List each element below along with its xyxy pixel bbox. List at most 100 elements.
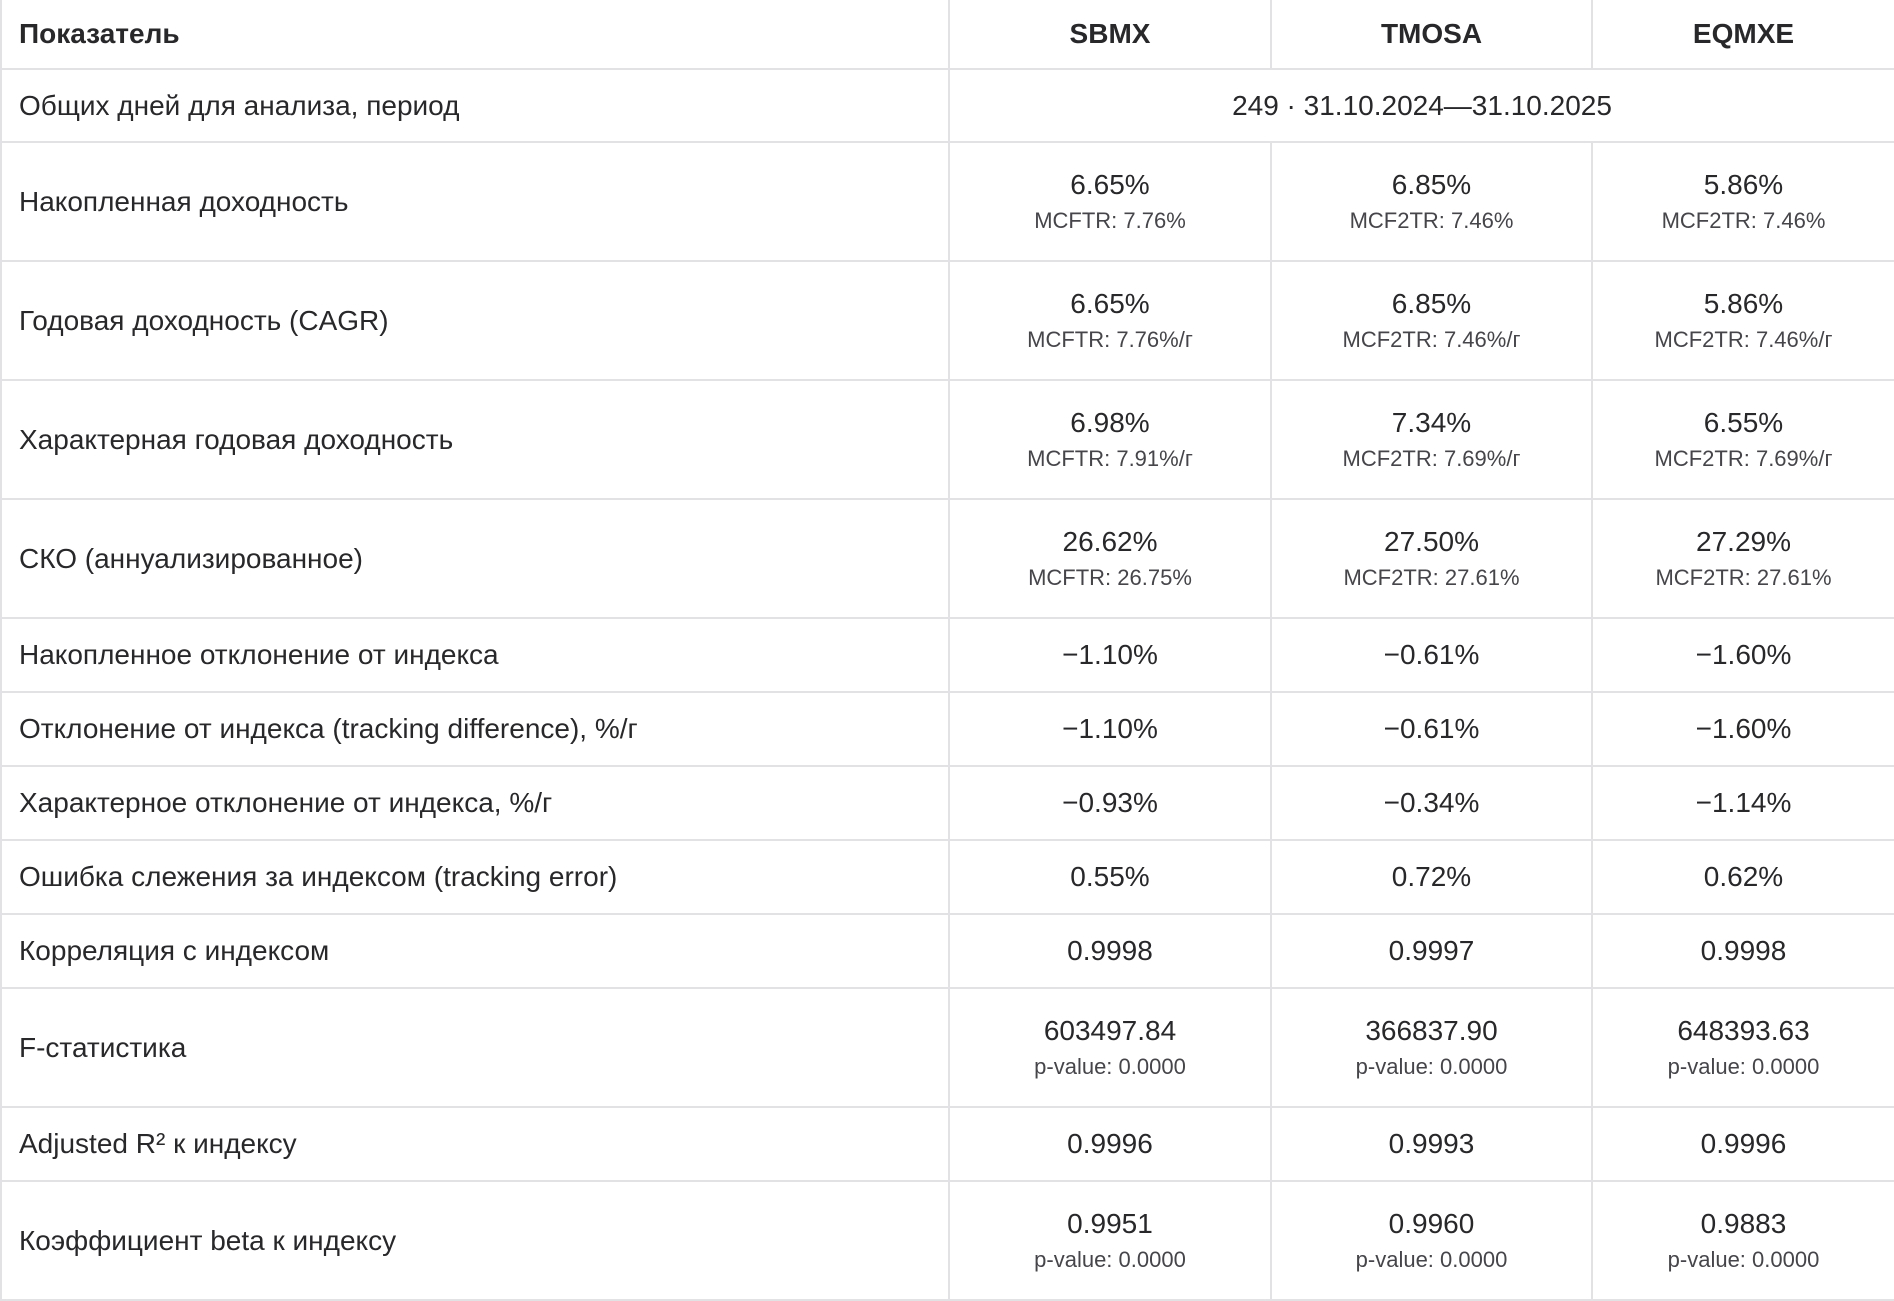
value-cell: 0.9996 (1591, 1106, 1894, 1182)
value-cell: 6.85% MCF2TR: 7.46%/г (1270, 260, 1593, 381)
value-cell: 0.9998 (948, 913, 1272, 989)
sub-value: MCF2TR: 7.69%/г (1342, 445, 1521, 471)
table-row: Adjusted R² к индексу 0.9996 0.9993 0.9996 (0, 1106, 1894, 1182)
main-value: −1.60% (1695, 639, 1792, 670)
table-row: Характерная годовая доходность 6.98% MCFTR… (0, 379, 1894, 500)
main-value: 6.65% (1070, 168, 1150, 200)
sub-value: p-value: 0.0000 (1355, 1053, 1508, 1079)
metric-label: Adjusted R² к индексу (0, 1106, 950, 1182)
sub-value: MCFTR: 7.76% (1034, 207, 1186, 233)
value-cell: 7.34% MCF2TR: 7.69%/г (1270, 379, 1593, 500)
sub-value: p-value: 0.0000 (1034, 1246, 1186, 1272)
period-row: Общих дней для анализа, период 249 · 31.… (0, 68, 1894, 143)
main-value: 0.9996 (1067, 1128, 1153, 1159)
metric-label: СКО (аннуализированное) (0, 498, 950, 619)
value-cell: −0.34% (1270, 765, 1593, 841)
metric-label: Накопленное отклонение от индекса (0, 617, 950, 693)
value-cell: −1.60% (1591, 617, 1894, 693)
sub-value: MCF2TR: 27.61% (1655, 564, 1832, 590)
metric-label: Ошибка слежения за индексом (tracking er… (0, 839, 950, 915)
value-cell: 0.55% (948, 839, 1272, 915)
main-value: 0.9997 (1388, 935, 1475, 966)
sub-value: p-value: 0.0000 (1667, 1246, 1820, 1272)
table-head: Показатель SBMX TMOSA EQMXE (0, 0, 1894, 70)
table-row: СКО (аннуализированное) 26.62% MCFTR: 26.7… (0, 498, 1894, 619)
main-value: 6.85% (1391, 168, 1472, 200)
value-cell: 6.98% MCFTR: 7.91%/г (948, 379, 1272, 500)
metric-label: Годовая доходность (CAGR) (0, 260, 950, 381)
value-cell: 603497.84 p-value: 0.0000 (948, 987, 1272, 1108)
value-cell: 5.86% MCF2TR: 7.46%/г (1591, 260, 1894, 381)
sub-value: MCFTR: 7.91%/г (1027, 445, 1193, 471)
metric-label: Корреляция с индексом (0, 913, 950, 989)
table-row: Корреляция с индексом 0.9998 0.9997 0.9998 (0, 913, 1894, 989)
main-value: 603497.84 (1043, 1014, 1177, 1046)
sub-value: p-value: 0.0000 (1034, 1053, 1186, 1079)
sub-value: MCFTR: 26.75% (1028, 564, 1192, 590)
value-cell: 0.9998 (1591, 913, 1894, 989)
main-value: 0.9960 (1388, 1207, 1475, 1239)
value-cell: 6.65% MCFTR: 7.76% (948, 141, 1272, 262)
table-row: Характерное отклонение от индекса, %/г −0… (0, 765, 1894, 841)
sub-value: MCF2TR: 7.46% (1349, 207, 1514, 233)
metric-label: Общих дней для анализа, период (0, 68, 950, 143)
main-value: 0.9883 (1700, 1207, 1787, 1239)
header-col-sbmx: SBMX (948, 0, 1272, 70)
sub-value: p-value: 0.0000 (1667, 1053, 1820, 1079)
main-value: 5.86% (1703, 287, 1784, 319)
main-value: 6.55% (1703, 406, 1784, 438)
main-value: −1.60% (1695, 713, 1792, 744)
sub-value: MCF2TR: 7.46%/г (1342, 326, 1521, 352)
table-row: Коэффициент beta к индексу 0.9951 p-value:… (0, 1180, 1894, 1301)
value-cell: −0.93% (948, 765, 1272, 841)
main-value: −1.14% (1695, 787, 1792, 818)
value-cell: 648393.63 p-value: 0.0000 (1591, 987, 1894, 1108)
value-cell: 6.65% MCFTR: 7.76%/г (948, 260, 1272, 381)
sub-value: MCFTR: 7.76%/г (1027, 326, 1193, 352)
value-cell: 0.9997 (1270, 913, 1593, 989)
sub-value: p-value: 0.0000 (1355, 1246, 1508, 1272)
header-col-tmosa: TMOSA (1270, 0, 1593, 70)
main-value: 0.9996 (1700, 1128, 1787, 1159)
main-value: 7.34% (1391, 406, 1472, 438)
metric-label: Характерное отклонение от индекса, %/г (0, 765, 950, 841)
metric-label: Характерная годовая доходность (0, 379, 950, 500)
sub-value: MCF2TR: 7.69%/г (1654, 445, 1833, 471)
table-row: F-статистика 603497.84 p-value: 0.0000 3668… (0, 987, 1894, 1108)
value-cell: 0.9996 (948, 1106, 1272, 1182)
header-col-eqmxe: EQMXE (1591, 0, 1894, 70)
value-cell: 366837.90 p-value: 0.0000 (1270, 987, 1593, 1108)
value-cell: 0.62% (1591, 839, 1894, 915)
header-metric: Показатель (0, 0, 950, 70)
main-value: 0.62% (1703, 861, 1784, 892)
value-cell: 6.55% MCF2TR: 7.69%/г (1591, 379, 1894, 500)
sub-value: MCF2TR: 7.46% (1661, 207, 1826, 233)
main-value: 0.9998 (1700, 935, 1787, 966)
main-value: 6.98% (1070, 406, 1150, 438)
period-value: 249 · 31.10.2024—31.10.2025 (948, 68, 1894, 143)
sub-value: MCF2TR: 27.61% (1343, 564, 1520, 590)
value-cell: −0.61% (1270, 691, 1593, 767)
metric-label: Накопленная доходность (0, 141, 950, 262)
value-cell: 27.29% MCF2TR: 27.61% (1591, 498, 1894, 619)
value-cell: −1.10% (948, 691, 1272, 767)
value-cell: 0.9883 p-value: 0.0000 (1591, 1180, 1894, 1301)
main-value: 0.9951 (1067, 1207, 1153, 1239)
metric-label: F-статистика (0, 987, 950, 1108)
main-value: 6.65% (1070, 287, 1150, 319)
value-cell: 0.9960 p-value: 0.0000 (1270, 1180, 1593, 1301)
main-value: −1.10% (1062, 639, 1158, 670)
sub-value: MCF2TR: 7.46%/г (1654, 326, 1833, 352)
value-cell: 0.9951 p-value: 0.0000 (948, 1180, 1272, 1301)
table-body: Общих дней для анализа, период 249 · 31.… (0, 68, 1894, 1301)
table-row: Отклонение от индекса (tracking differen… (0, 691, 1894, 767)
main-value: −0.34% (1383, 787, 1480, 818)
value-cell: 5.86% MCF2TR: 7.46% (1591, 141, 1894, 262)
main-value: 366837.90 (1365, 1014, 1498, 1046)
table-row: Накопленное отклонение от индекса −1.10% −… (0, 617, 1894, 693)
main-value: 0.72% (1391, 861, 1472, 892)
value-cell: −1.10% (948, 617, 1272, 693)
main-value: −1.10% (1062, 713, 1158, 744)
value-cell: 0.9993 (1270, 1106, 1593, 1182)
